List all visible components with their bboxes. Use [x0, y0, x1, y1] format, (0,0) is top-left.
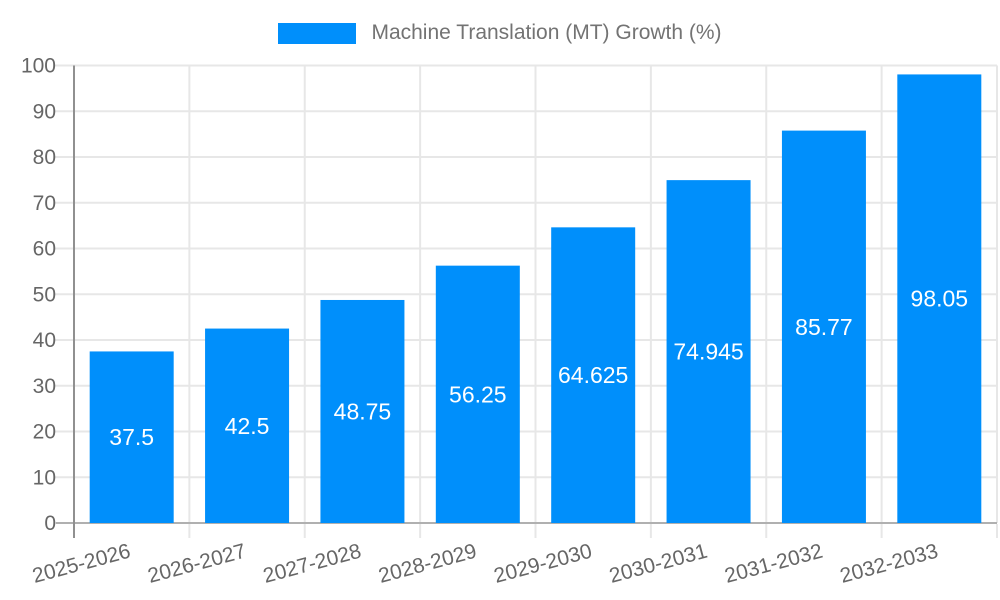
- x-tick-label: 2031-2032: [722, 540, 825, 588]
- y-tick-label: 50: [33, 283, 56, 306]
- bar: [897, 74, 982, 523]
- bar: [781, 130, 866, 524]
- bar-value-label: 98.05: [911, 286, 969, 312]
- bar-value-label: 56.25: [449, 381, 507, 407]
- bar-value-label: 42.5: [225, 413, 270, 439]
- x-tick-label: 2029-2030: [492, 540, 595, 588]
- legend-swatch: [278, 22, 357, 44]
- y-tick-label: 0: [44, 512, 56, 535]
- bar: [551, 227, 636, 523]
- bar-value-label: 64.625: [558, 362, 628, 388]
- x-tick-label: 2030-2031: [607, 540, 710, 588]
- y-tick-label: 60: [33, 238, 56, 261]
- x-tick-label: 2026-2027: [145, 540, 248, 588]
- x-tick-label: 2025-2026: [30, 540, 133, 588]
- y-tick-label: 90: [33, 100, 56, 123]
- bar: [320, 299, 405, 523]
- bar-value-label: 37.5: [109, 424, 154, 450]
- y-tick-label: 100: [21, 55, 56, 78]
- y-tick-label: 80: [33, 146, 56, 169]
- y-tick-label: 70: [33, 192, 56, 215]
- y-tick-label: 30: [33, 375, 56, 398]
- x-tick-label: 2032-2033: [838, 540, 941, 588]
- y-tick-label: 10: [33, 466, 56, 489]
- bar: [205, 328, 290, 523]
- legend-label: Machine Translation (MT) Growth (%): [371, 21, 722, 44]
- bar: [435, 265, 520, 523]
- y-tick-label: 20: [33, 421, 56, 444]
- bar-value-label: 74.945: [673, 339, 743, 365]
- bar-value-label: 48.75: [334, 398, 392, 424]
- y-tick-label: 40: [33, 329, 56, 352]
- x-tick-label: 2028-2029: [376, 540, 479, 588]
- bar: [89, 351, 174, 523]
- bar: [666, 180, 751, 523]
- x-tick-label: 2027-2028: [261, 540, 364, 588]
- chart-legend[interactable]: Machine Translation (MT) Growth (%): [0, 21, 1000, 45]
- bar-value-label: 85.77: [795, 314, 853, 340]
